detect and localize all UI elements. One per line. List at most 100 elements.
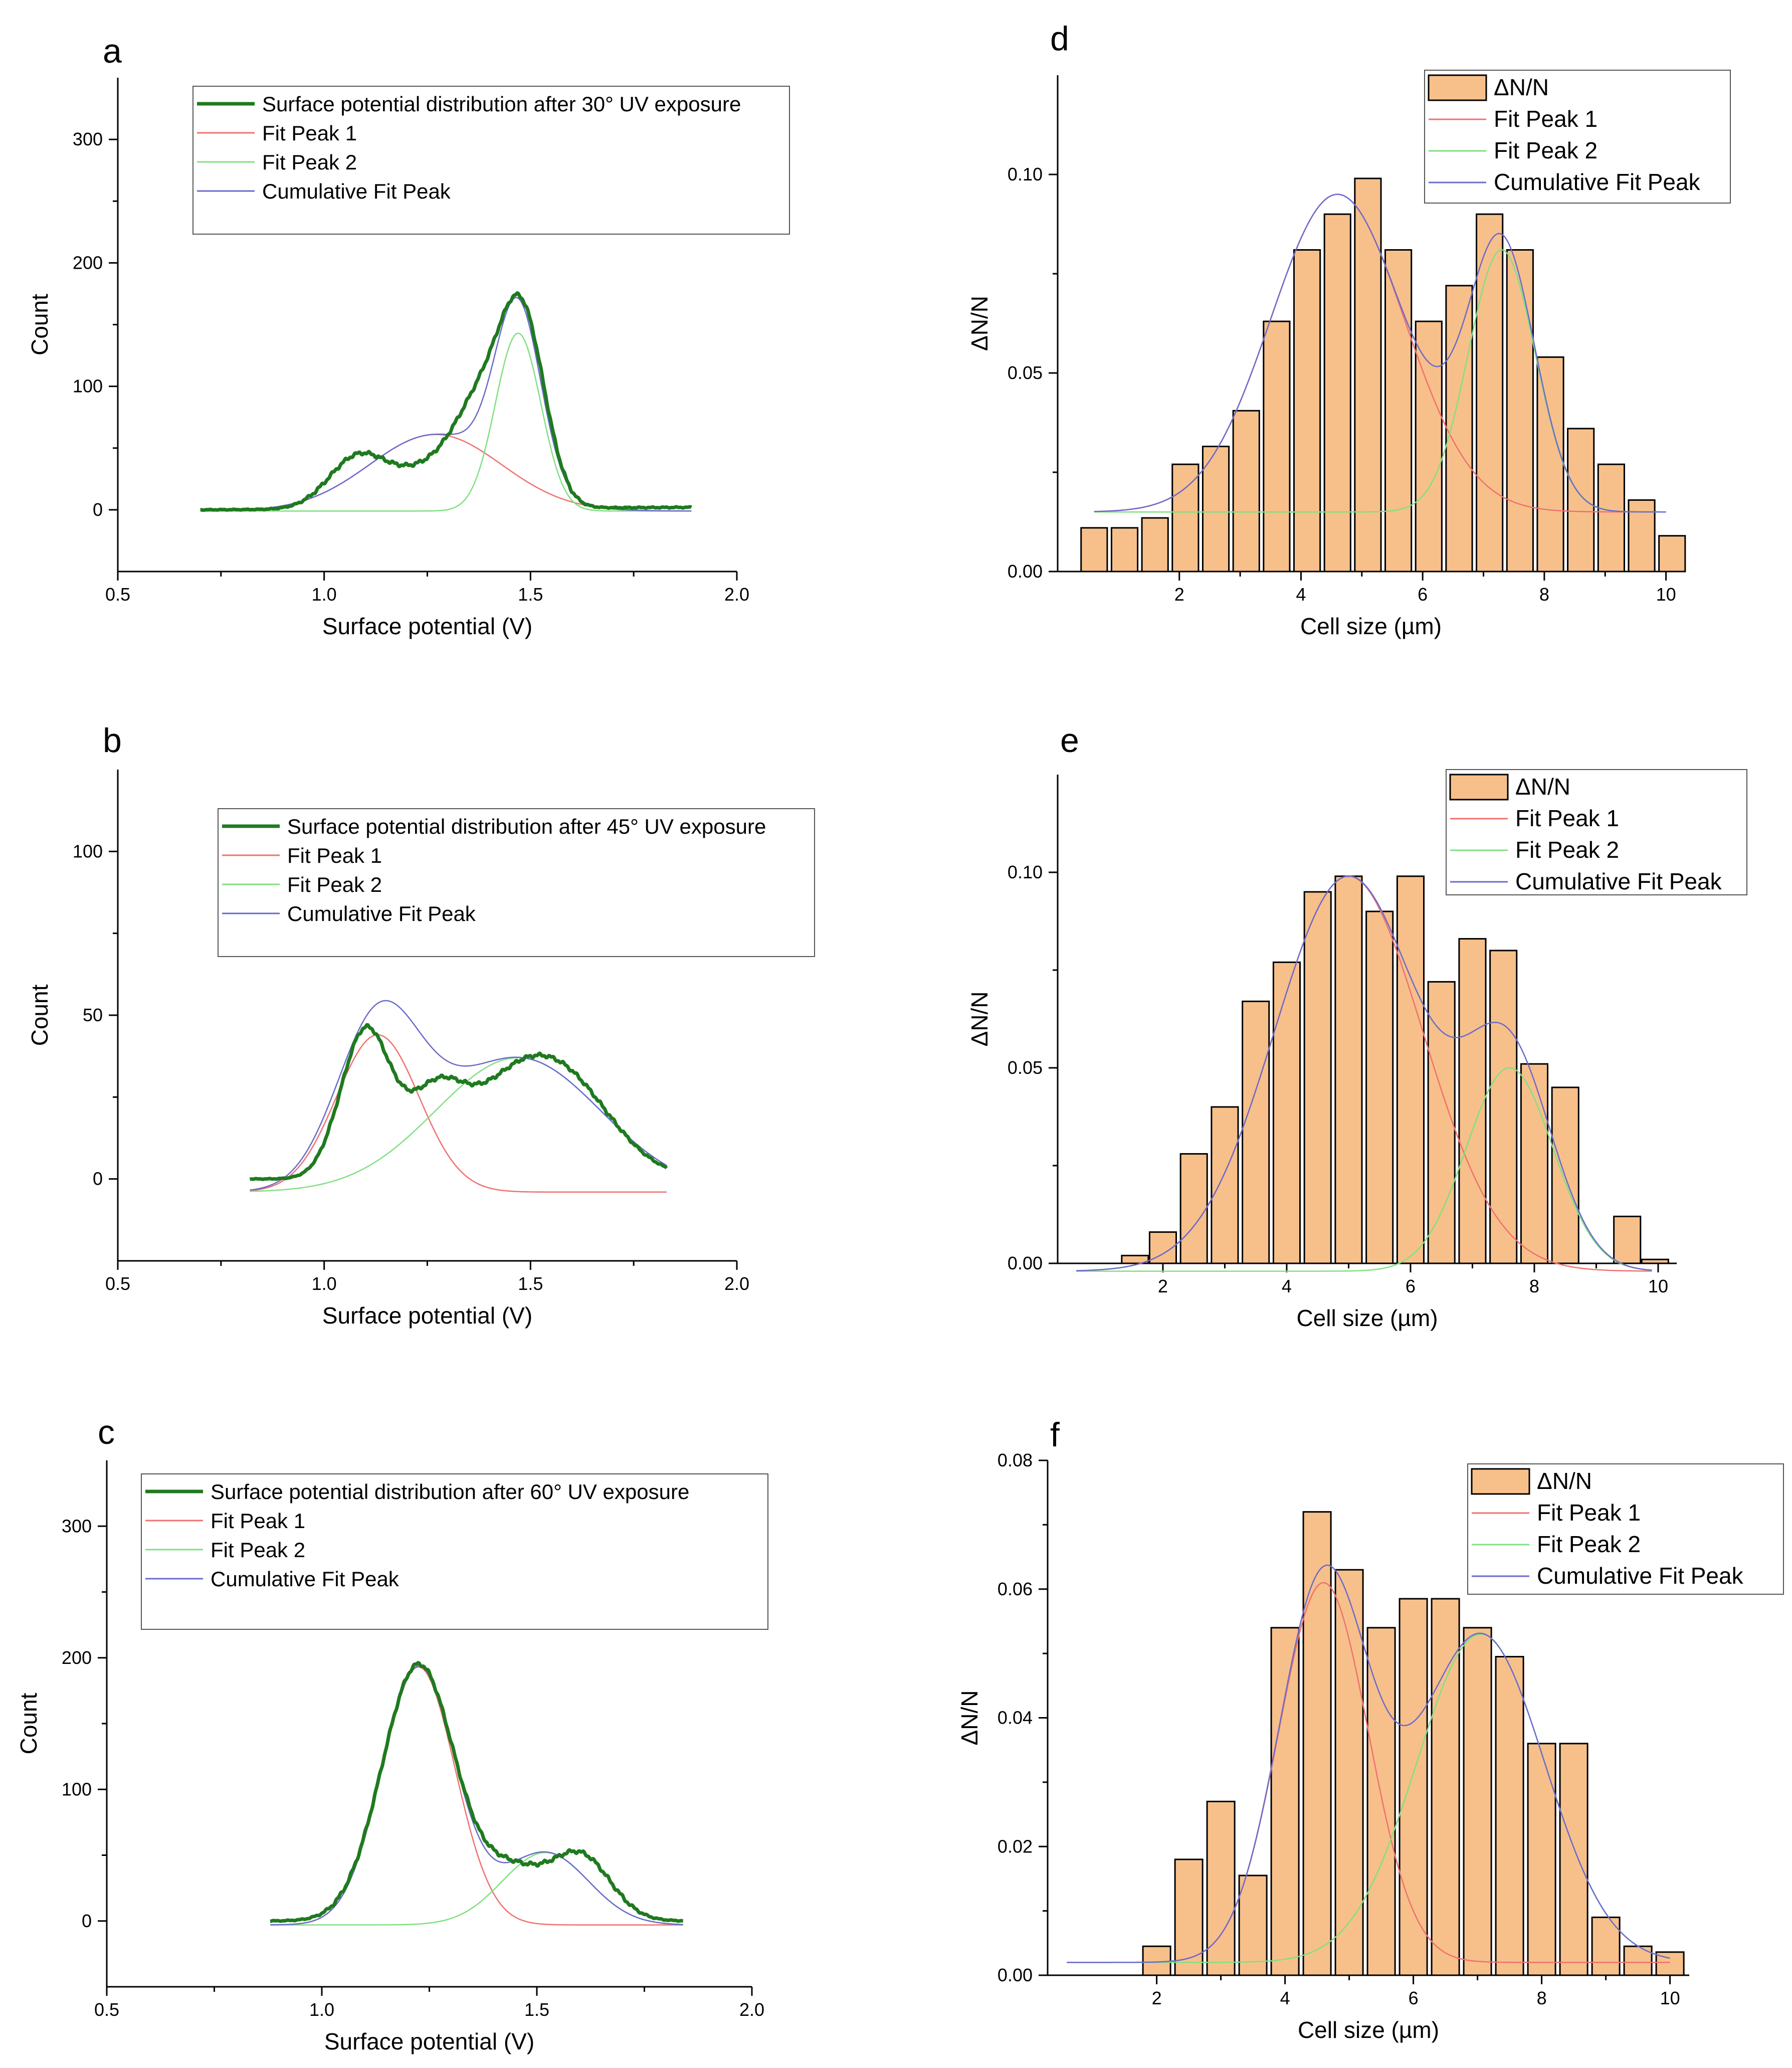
legend: Surface potential distribution after 45°… [218, 808, 815, 957]
y-tick-label: 100 [73, 841, 103, 861]
histogram-bar [1613, 1215, 1642, 1264]
histogram-bar [1238, 1874, 1268, 1976]
legend-entry-fit-peak-2: Fit Peak 2 [262, 150, 357, 174]
legend-entry-histogram: ΔN/N [1494, 74, 1549, 100]
x-tick-label: 4 [1280, 1988, 1290, 2008]
cumulative-fit-line [270, 1665, 683, 1926]
y-axis-label: Count [27, 294, 53, 355]
y-tick-label: 300 [62, 1516, 92, 1536]
x-axis-label: Cell size (µm) [1298, 2017, 1439, 2043]
legend-entry-fit-peak-2: Fit Peak 2 [1537, 1531, 1641, 1557]
histogram-bar [1148, 1231, 1177, 1264]
x-tick-label: 8 [1539, 584, 1549, 605]
panel-f: f 2 4 6 8 10 0.00 0.02 0.04 0.06 0.08 Cell size (µm… [956, 1416, 1784, 2043]
histogram-bar [1110, 527, 1139, 573]
y-axis-label: ΔN/N [966, 296, 992, 351]
fit-peak-1-line [270, 1666, 683, 1926]
histogram-bar [1458, 938, 1487, 1264]
panel-label: b [103, 721, 122, 760]
y-tick-label: 0.06 [998, 1579, 1033, 1599]
histogram-bar [1179, 1153, 1208, 1264]
y-tick-label: 0.02 [998, 1836, 1033, 1856]
histogram-bar [1206, 1800, 1236, 1976]
legend-entry-data: Surface potential distribution after 30°… [262, 92, 741, 116]
legend: Surface potential distribution after 30°… [192, 86, 790, 235]
histogram-bar [1641, 1258, 1669, 1264]
fit-peak-2-line [270, 1851, 683, 1926]
panel-a: a 0.5 1.0 1.5 2.0 0 100 200 300 Surface potential… [27, 32, 790, 639]
legend-entry-fit-peak-2: Fit Peak 2 [1494, 137, 1598, 163]
plot-area [269, 1661, 684, 1926]
x-tick-label: 8 [1537, 1988, 1547, 2008]
histogram-bar [1174, 1858, 1204, 1976]
histogram-bar [1591, 1916, 1621, 1976]
histogram-bar [1658, 535, 1686, 573]
histogram-bar [1559, 1743, 1588, 1976]
histogram-bar [1272, 961, 1301, 1264]
histogram-bar [1495, 1656, 1524, 1976]
histogram-bar [1211, 1106, 1239, 1264]
legend-entry-fit-peak-1: Fit Peak 1 [287, 844, 382, 867]
panel-label: e [1060, 721, 1079, 760]
x-tick-label: 1.5 [524, 1999, 549, 2020]
legend-entry-fit-peak-1: Fit Peak 1 [211, 1509, 305, 1533]
x-tick-label: 1.0 [312, 584, 337, 605]
legend-entry-fit-peak-1: Fit Peak 1 [1537, 1499, 1641, 1526]
legend: ΔN/N Fit Peak 1 Fit Peak 2 Cumulative Fit P… [1467, 1463, 1784, 1595]
histogram-bar [1142, 1945, 1171, 1976]
x-tick-label: 1.5 [518, 584, 543, 605]
y-tick-label: 100 [73, 376, 103, 397]
legend-entry-fit-peak-1: Fit Peak 1 [262, 121, 357, 145]
fit-peak-2-line [1076, 1067, 1652, 1272]
legend-entry-data: Surface potential distribution after 45°… [287, 815, 766, 838]
legend-entry-cumulative: Cumulative Fit Peak [287, 902, 476, 925]
x-tick-label: 10 [1660, 1988, 1680, 2008]
legend-swatch-bar [1449, 774, 1509, 801]
histogram-bar [1427, 981, 1456, 1264]
histogram-bar [1567, 428, 1595, 573]
x-tick-label: 8 [1529, 1276, 1539, 1296]
fit-peak-2-line [200, 332, 692, 512]
y-tick-label: 0.10 [1008, 164, 1043, 184]
histogram-bar [1141, 517, 1169, 573]
x-axis-label: Surface potential (V) [322, 1302, 532, 1329]
histogram-bar [1232, 410, 1260, 573]
x-tick-label: 0.5 [105, 1273, 130, 1294]
histogram-bar [1463, 1627, 1492, 1976]
y-tick-label: 300 [73, 129, 103, 149]
histogram-bar [1396, 875, 1425, 1264]
x-tick-label: 10 [1656, 584, 1676, 605]
x-tick-label: 1.0 [312, 1273, 337, 1294]
x-axis-label: Surface potential (V) [322, 613, 532, 639]
histogram-bar [1270, 1627, 1300, 1976]
plot-area [249, 1000, 668, 1193]
histogram-bar [1365, 910, 1394, 1264]
y-tick-label: 0 [93, 499, 103, 520]
panel-b: b 0.5 1.0 1.5 2.0 0 50 100 Surface potential (V)… [27, 721, 815, 1329]
histogram-bar [1527, 1743, 1556, 1976]
cumulative-fit-line [1067, 1564, 1670, 1963]
x-tick-label: 2.0 [739, 1999, 764, 2020]
x-tick-label: 2.0 [724, 1273, 749, 1294]
legend-entry-histogram: ΔN/N [1537, 1468, 1592, 1494]
fit-peak-1-line [250, 1034, 667, 1193]
x-tick-label: 0.5 [94, 1999, 119, 2020]
y-tick-label: 0.10 [1008, 862, 1043, 882]
y-tick-label: 0.00 [1008, 561, 1043, 582]
histogram-bar [1399, 1598, 1428, 1976]
plot-area [199, 291, 693, 512]
legend-entry-cumulative: Cumulative Fit Peak [262, 179, 451, 203]
legend-swatch-bar [1471, 1468, 1530, 1495]
histogram-bar [1506, 249, 1534, 573]
histogram-bar [1121, 1254, 1149, 1264]
legend-entry-cumulative: Cumulative Fit Peak [1515, 868, 1722, 894]
x-tick-label: 10 [1648, 1276, 1668, 1296]
y-tick-label: 200 [73, 252, 103, 273]
histogram-bar [1628, 499, 1656, 573]
panel-label: a [103, 32, 122, 70]
y-tick-label: 0.04 [998, 1708, 1033, 1728]
histogram-bar [1202, 446, 1230, 573]
fit-peak-1-line [200, 434, 692, 512]
y-tick-label: 50 [83, 1005, 103, 1025]
